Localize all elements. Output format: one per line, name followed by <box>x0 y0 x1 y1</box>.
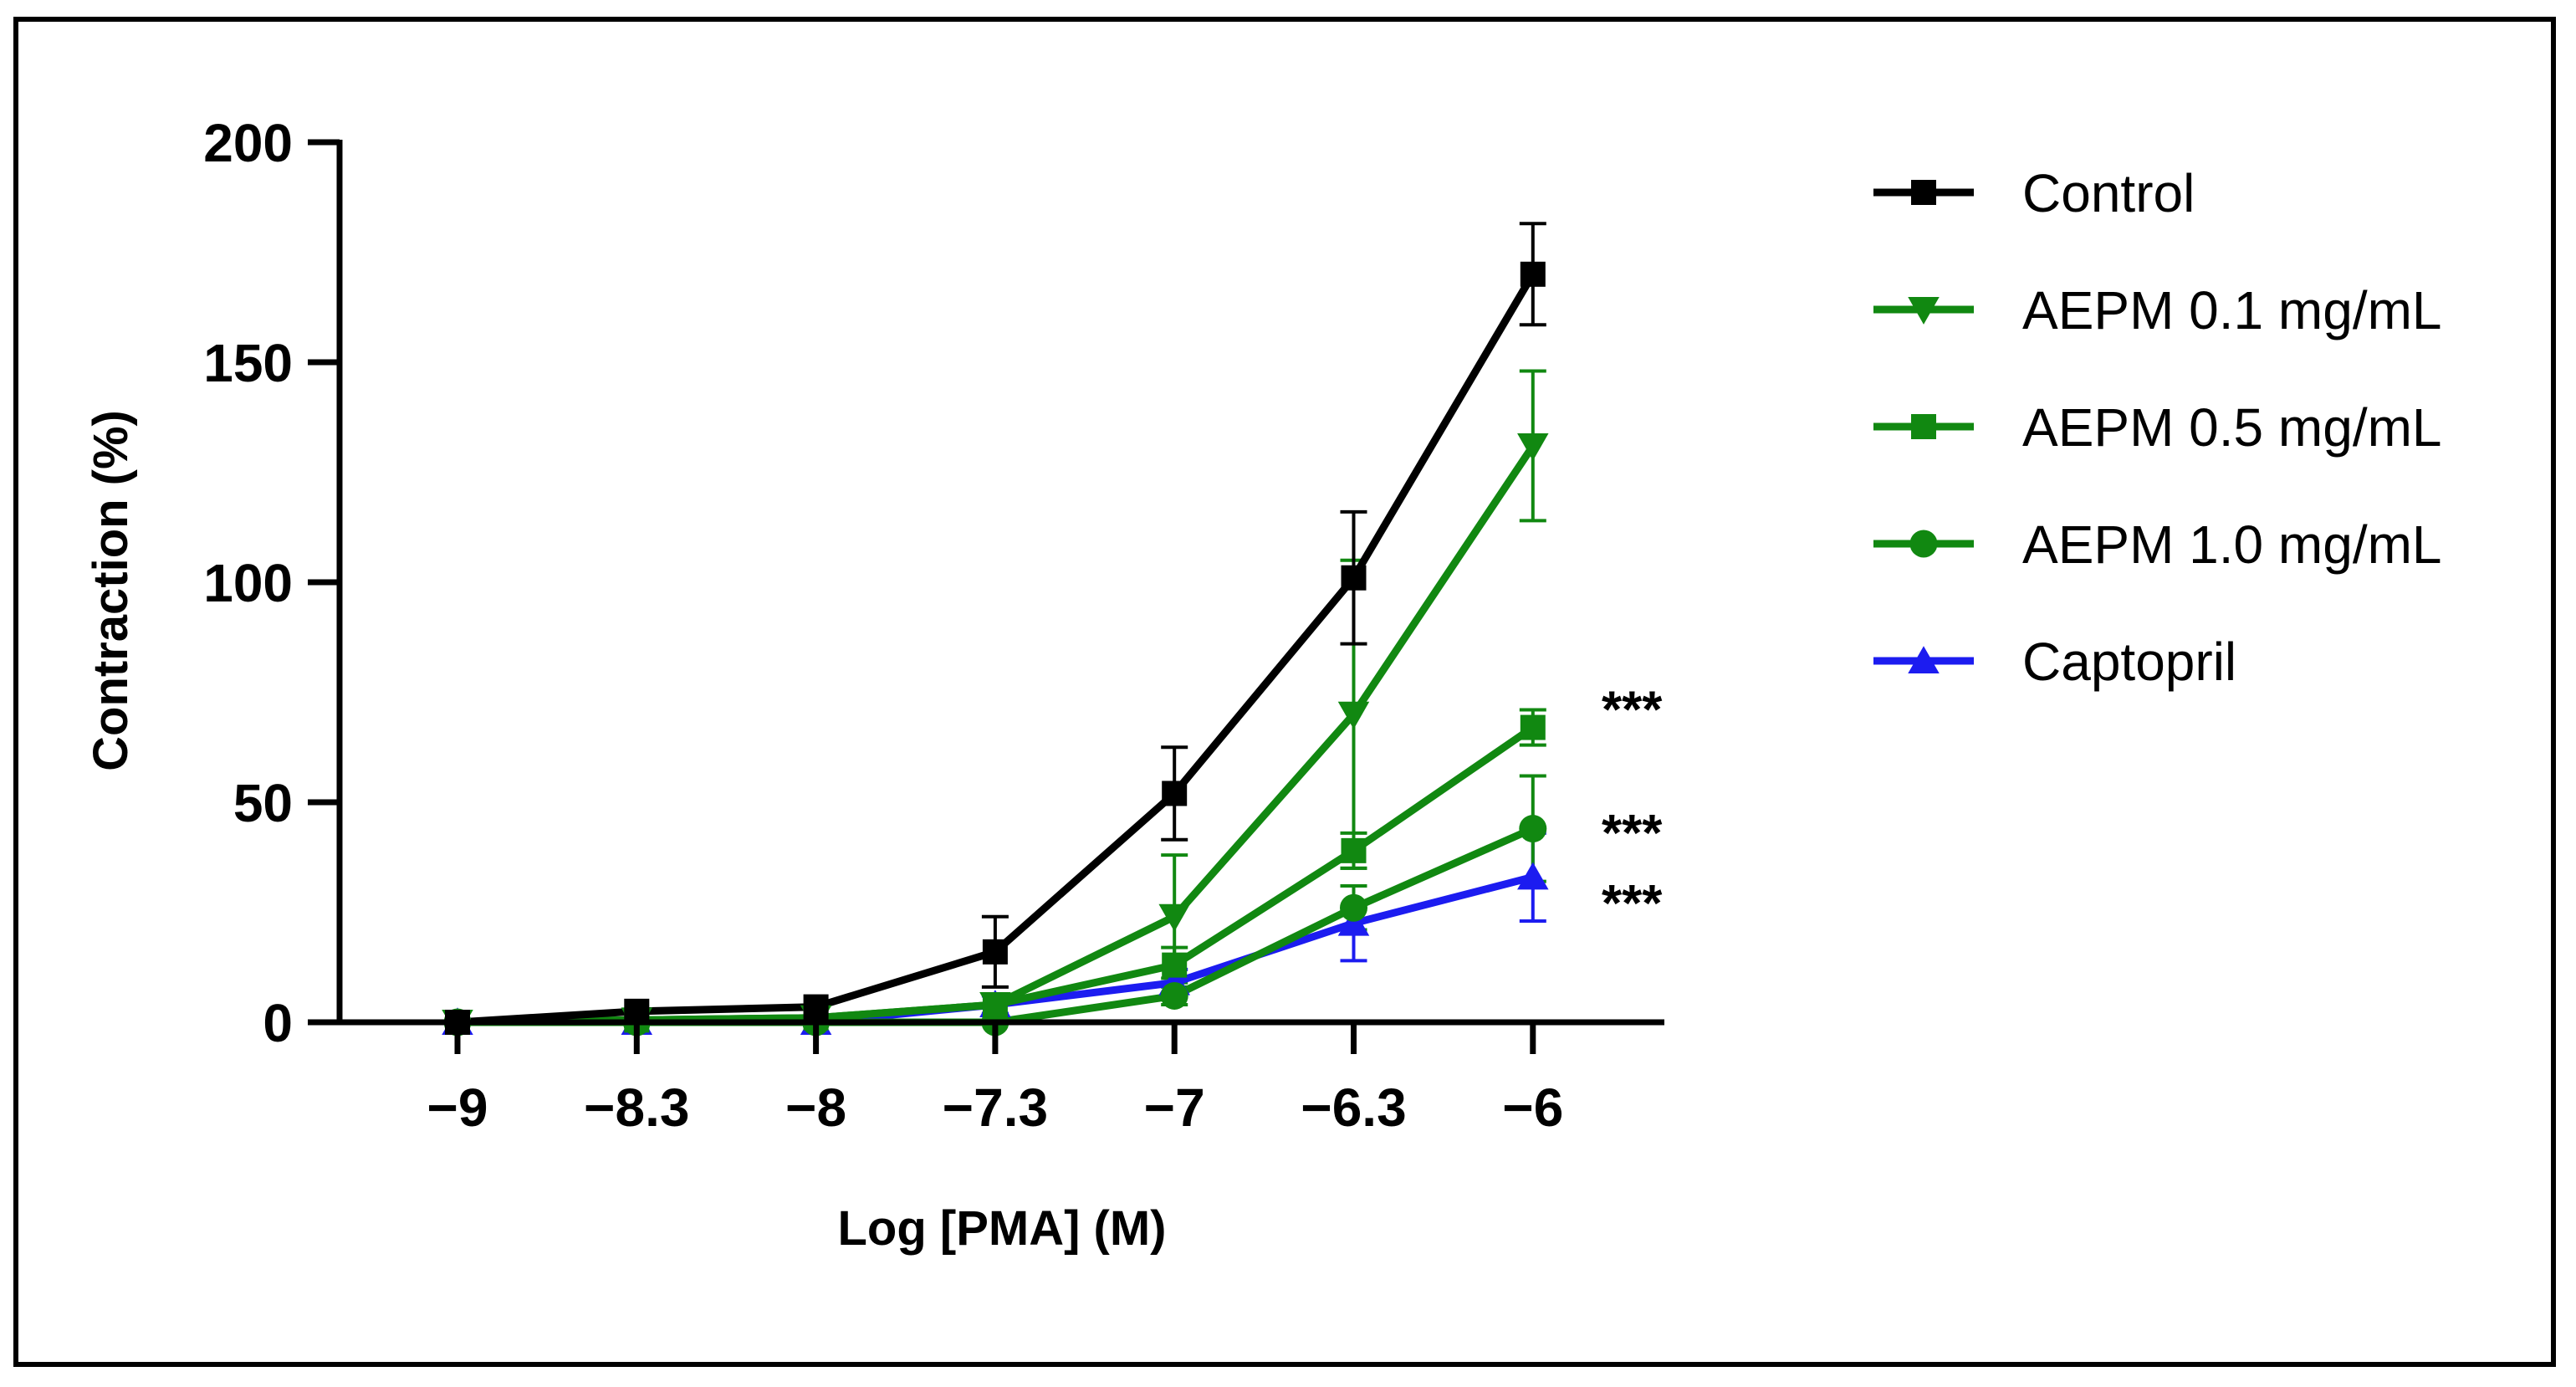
legend-marker-control <box>1911 180 1936 205</box>
significance-marker: *** <box>1602 682 1663 740</box>
y-tick-label: 50 <box>233 773 293 833</box>
x-tick-label: −8.3 <box>584 1077 689 1138</box>
aepm-0-1-mg-ml-point <box>1517 432 1549 461</box>
legend-label-captopril: Captopril <box>2022 632 2236 692</box>
aepm-0-1-mg-ml-point <box>1337 701 1370 729</box>
legend: Control AEPM 0.1 mg/mL AEPM 0.5 mg/mL AEPM … <box>1873 163 2442 692</box>
control-point <box>1341 565 1367 591</box>
legend-marker-aepm-0-5-mg-ml <box>1911 414 1936 439</box>
control-point <box>1162 781 1188 806</box>
legend-label-aepm-1-0-mg-ml: AEPM 1.0 mg/mL <box>2022 514 2442 575</box>
x-tick-label: −6.3 <box>1301 1077 1406 1138</box>
significance-marker: *** <box>1602 875 1663 933</box>
aepm-0-1-mg-ml-point <box>1158 903 1190 932</box>
aepm-0-1-mg-ml-point <box>979 991 1011 1020</box>
legend-marker-aepm-0-1-mg-ml <box>1908 297 1940 325</box>
y-tick-label: 100 <box>203 553 293 613</box>
control-point <box>803 994 829 1020</box>
x-tick-label: −6 <box>1502 1077 1563 1138</box>
aepm-1-0-mg-ml-point <box>1519 815 1547 843</box>
legend-marker-captopril <box>1908 646 1940 673</box>
y-tick-label: 0 <box>263 993 293 1053</box>
figure-frame: 0 50 100 150 200 −9 −8.3 −8 −7.3 −7 −6.3 −6 Log [P… <box>13 17 2556 1367</box>
significance-annotations: *** *** *** <box>1602 682 1663 933</box>
y-axis-title: Contraction (%) <box>84 410 138 771</box>
x-tick-label: −9 <box>427 1077 488 1138</box>
x-tick-label: −7.3 <box>943 1077 1048 1138</box>
aepm-1-0-mg-ml-point <box>1160 981 1188 1010</box>
aepm-1-0-mg-ml-point <box>1340 893 1367 922</box>
x-axis-ticks: −9 −8.3 −8 −7.3 −7 −6.3 −6 <box>427 1022 1563 1138</box>
x-axis-title: Log [PMA] (M) <box>838 1201 1167 1256</box>
captopril-point <box>1517 862 1549 890</box>
legend-label-control: Control <box>2022 163 2195 223</box>
aepm-0-5-mg-ml-point <box>1341 837 1367 863</box>
series-lines <box>457 272 1536 1026</box>
captopril-point <box>1337 908 1370 936</box>
aepm-0-5-mg-ml-point <box>1162 952 1188 978</box>
y-axis-ticks: 0 50 100 150 200 <box>203 113 340 1053</box>
axes: 0 50 100 150 200 −9 −8.3 −8 −7.3 −7 −6.3 −6 <box>203 113 1664 1138</box>
legend-label-aepm-0-1-mg-ml: AEPM 0.1 mg/mL <box>2022 280 2442 340</box>
line-chart: 0 50 100 150 200 −9 −8.3 −8 −7.3 −7 −6.3 −6 Log [P… <box>84 113 2442 1256</box>
y-tick-label: 200 <box>203 113 293 173</box>
control-point <box>982 939 1008 965</box>
control-line <box>457 272 1536 1026</box>
control-point <box>1520 261 1546 287</box>
legend-label-aepm-0-5-mg-ml: AEPM 0.5 mg/mL <box>2022 397 2442 458</box>
legend-marker-aepm-1-0-mg-ml <box>1909 530 1938 558</box>
x-tick-label: −7 <box>1144 1077 1205 1138</box>
significance-marker: *** <box>1602 805 1663 862</box>
x-tick-label: −8 <box>785 1077 846 1138</box>
aepm-0-5-mg-ml-point <box>1520 714 1546 740</box>
y-tick-label: 150 <box>203 333 293 393</box>
